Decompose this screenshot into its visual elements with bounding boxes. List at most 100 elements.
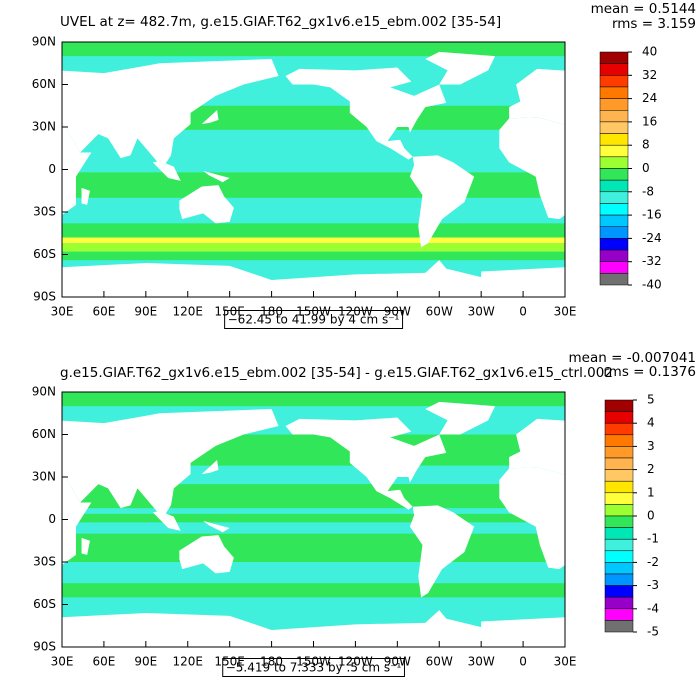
y-tick-label: 90S [33, 290, 56, 304]
land [285, 417, 447, 510]
land [201, 110, 219, 125]
colorbar-box [604, 434, 634, 447]
colorbar-label: 5 [647, 393, 655, 407]
land [499, 117, 565, 220]
colorbar-box [599, 249, 629, 262]
y-tick-label: 0 [48, 512, 56, 526]
x-tick-label: 120E [173, 655, 204, 669]
colorbar-box [599, 63, 629, 76]
colorbar-label: 8 [642, 138, 650, 152]
colorbar-label: 16 [642, 114, 657, 128]
colorbar-box [599, 51, 629, 64]
field-band [62, 42, 565, 57]
land [509, 418, 565, 475]
land [509, 68, 565, 125]
colorbar-box [599, 214, 629, 228]
colorbar-box [599, 98, 629, 111]
colorbar-box [599, 179, 629, 193]
colorbar-box [604, 550, 634, 563]
info-box [224, 310, 404, 329]
field [62, 392, 700, 647]
info-box [222, 658, 405, 677]
field-band [62, 223, 565, 238]
x-tick-label: 90W [384, 305, 411, 319]
colorbar-label: -32 [642, 254, 662, 268]
field-band [62, 138, 565, 159]
land [425, 401, 496, 435]
x-tick-label: 120E [173, 305, 204, 319]
land [62, 260, 565, 297]
title: g.e15.GIAF.T62_gx1v6.e15_ebm.002 [35-54]… [60, 365, 613, 381]
land [409, 155, 475, 248]
colorbar-box [604, 480, 634, 494]
land [409, 505, 475, 598]
y-tick-label: 30N [32, 470, 56, 484]
x-tick-label: 30E [554, 655, 577, 669]
title: UVEL at z= 482.7m, g.e15.GIAF.T62_gx1v6.… [60, 14, 501, 30]
colorbar-box [604, 538, 634, 552]
map-panel: 30E 60E 90E 120E 150E 180 150W 120W 90W 60W 30W 0 30… [32, 350, 700, 677]
colorbar-label: -4 [647, 601, 659, 615]
land [585, 538, 593, 555]
map-panel: 30E 60E 90E 120E 150E 180 150W 120W 90W 60W 30W 0 30… [32, 1, 700, 329]
land [203, 520, 230, 533]
field [62, 42, 700, 297]
info-label: −62.45 to 41.99 by 4 cm s⁻¹ [228, 313, 400, 327]
colorbar-box [599, 156, 629, 169]
land [62, 610, 565, 647]
colorbar-box [599, 86, 629, 99]
colorbar-label: 24 [642, 91, 657, 105]
colorbar-box [604, 573, 634, 586]
field-band [62, 251, 565, 261]
y-tick-label: 90N [32, 35, 56, 49]
x-tick-label: 30W [468, 305, 495, 319]
colorbar-box [604, 422, 634, 436]
y-tick-label: 90S [33, 640, 56, 654]
y-tick-label: 60S [33, 597, 56, 611]
colorbar-box [599, 261, 629, 274]
colorbar-box [604, 469, 634, 482]
land [81, 187, 90, 205]
x-tick-label: 180 [260, 305, 283, 319]
land [585, 188, 593, 205]
colorbar-box [599, 226, 629, 239]
colorbar-label: -3 [647, 578, 659, 592]
land [481, 617, 565, 647]
x-tick-label: 90E [134, 305, 157, 319]
y-tick-label: 60S [33, 247, 56, 261]
colorbar-label: -8 [642, 184, 654, 198]
mean-label: mean = -0.007041 [569, 350, 696, 366]
colorbar-box [599, 75, 629, 88]
land [425, 51, 496, 85]
field-band [62, 513, 565, 523]
land [62, 474, 92, 566]
land [682, 535, 700, 573]
colorbar-label: -5 [647, 625, 659, 639]
colorbar-box [599, 273, 629, 286]
land [81, 537, 90, 555]
y-tick-label: 90N [32, 385, 56, 399]
mean-label: mean = 0.5144 [591, 1, 696, 17]
y-tick-label: 0 [48, 162, 56, 176]
land [682, 185, 700, 223]
y-tick-label: 30S [33, 555, 56, 569]
x-tick-label: 120W [338, 305, 373, 319]
colorbar-label: -40 [642, 278, 662, 292]
x-tick-label: 150W [296, 305, 331, 319]
x-tick-label: 0 [519, 305, 527, 319]
land [499, 467, 565, 570]
colorbar-box [604, 585, 634, 598]
field-band [62, 583, 565, 598]
colorbar-label: -2 [647, 555, 659, 569]
info-label: −5.419 to 7.333 by .5 cm s⁻¹ [226, 661, 402, 675]
x-tick-label: 150E [214, 305, 245, 319]
colorbar-label: 0 [647, 509, 655, 523]
land [179, 185, 234, 224]
colorbar-label: -24 [642, 231, 662, 245]
x-tick-label: 30E [554, 305, 577, 319]
colorbar-label: 2 [647, 462, 655, 476]
colorbar-label: -1 [647, 532, 659, 546]
field-band [62, 237, 565, 244]
x-tick-label: 30E [51, 305, 74, 319]
